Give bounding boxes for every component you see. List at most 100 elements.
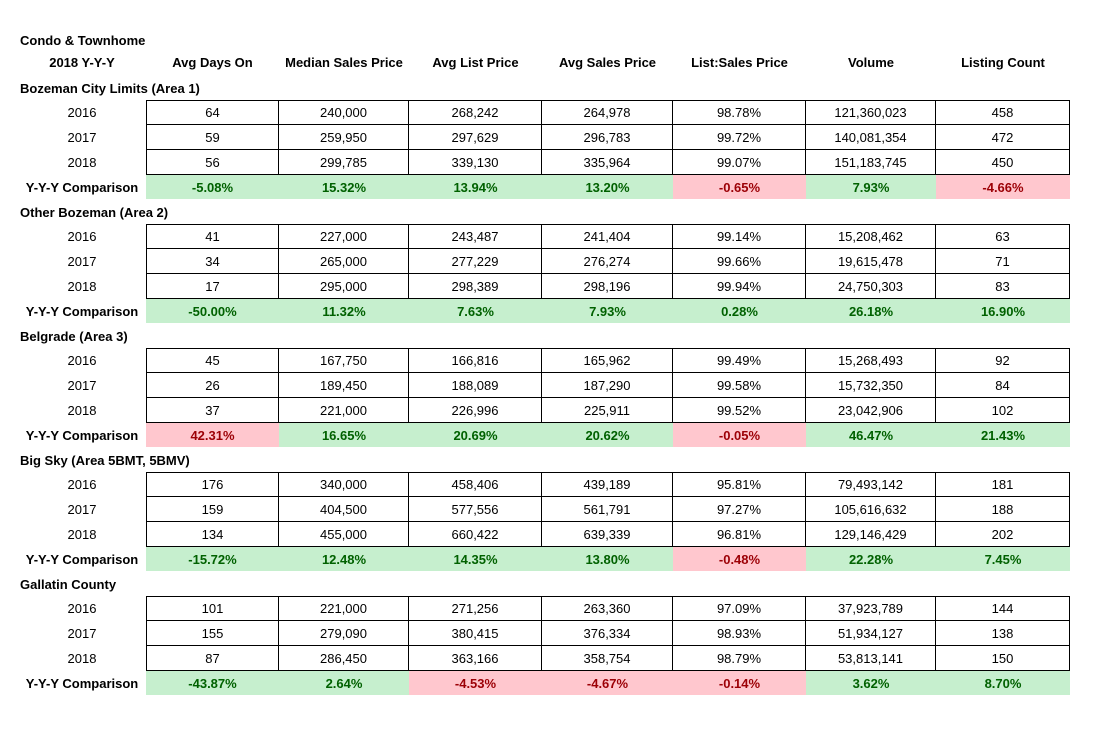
table-cell: 660,422	[409, 522, 542, 547]
table-cell: 87	[146, 646, 279, 671]
table-cell: 83	[936, 274, 1070, 299]
table-cell: 15,268,493	[806, 348, 936, 373]
comparison-cell: -43.87%	[146, 671, 279, 695]
table-row: 2017 159 404,500 577,556 561,791 97.27% 105,61…	[18, 497, 1070, 522]
comparison-cell: 20.69%	[409, 423, 542, 447]
table-cell: 63	[936, 224, 1070, 249]
year-cell: 2017	[67, 254, 97, 269]
comparison-row: Y-Y-Y Comparison 42.31% 16.65% 20.69% 20.62%…	[18, 423, 1070, 448]
table-cell: 97.09%	[673, 596, 806, 621]
table-cell: 105,616,632	[806, 497, 936, 522]
table-cell: 17	[146, 274, 279, 299]
table-row: 2016 176 340,000 458,406 439,189 95.81% 79,493…	[18, 472, 1070, 497]
table-cell: 99.07%	[673, 150, 806, 175]
table-cell: 15,208,462	[806, 224, 936, 249]
table-cell: 24,750,303	[806, 274, 936, 299]
table-cell: 277,229	[409, 249, 542, 274]
comparison-cell: 16.90%	[936, 299, 1070, 323]
table-cell: 96.81%	[673, 522, 806, 547]
comparison-cell: -0.65%	[673, 175, 806, 199]
table-cell: 181	[936, 472, 1070, 497]
table-cell: 458	[936, 100, 1070, 125]
comparison-cell: 13.80%	[542, 547, 673, 571]
table-cell: 265,000	[279, 249, 409, 274]
table-row: 2016 64 240,000 268,242 264,978 98.78% 121,360…	[18, 100, 1070, 125]
comparison-row: Y-Y-Y Comparison -5.08% 15.32% 13.94% 13.20%…	[18, 175, 1070, 200]
table-cell: 458,406	[409, 472, 542, 497]
table-subtitle: 2018 Y-Y-Y	[49, 55, 115, 70]
table-cell: 240,000	[279, 100, 409, 125]
table-cell: 259,950	[279, 125, 409, 150]
table-cell: 98.93%	[673, 621, 806, 646]
column-header: List:Sales Price	[691, 55, 788, 70]
table-cell: 226,996	[409, 398, 542, 423]
table-cell: 577,556	[409, 497, 542, 522]
table-cell: 99.49%	[673, 348, 806, 373]
table-cell: 51,934,127	[806, 621, 936, 646]
comparison-cell: 26.18%	[806, 299, 936, 323]
table-cell: 187,290	[542, 373, 673, 398]
table-cell: 299,785	[279, 150, 409, 175]
table-row: 2018 17 295,000 298,389 298,196 99.94% 24,750,…	[18, 274, 1070, 299]
table-title: Condo & Townhome	[20, 33, 146, 48]
table-cell: 296,783	[542, 125, 673, 150]
table-cell: 99.14%	[673, 224, 806, 249]
table-cell: 189,450	[279, 373, 409, 398]
table-cell: 286,450	[279, 646, 409, 671]
section-header-row: Other Bozeman (Area 2)	[18, 200, 1070, 225]
table-cell: 335,964	[542, 150, 673, 175]
comparison-row: Y-Y-Y Comparison -50.00% 11.32% 7.63% 7.93% 0…	[18, 299, 1070, 324]
column-header: Avg Sales Price	[558, 55, 657, 70]
column-header: Volume	[848, 55, 894, 70]
year-cell: 2018	[67, 651, 97, 666]
comparison-label: Y-Y-Y Comparison	[25, 304, 139, 319]
table-cell: 84	[936, 373, 1070, 398]
comparison-cell: 11.32%	[279, 299, 409, 323]
table-row: 2017 59 259,950 297,629 296,783 99.72% 140,081…	[18, 125, 1070, 150]
table-cell: 450	[936, 150, 1070, 175]
table-cell: 64	[146, 100, 279, 125]
comparison-row: Y-Y-Y Comparison -15.72% 12.48% 14.35% 13.80…	[18, 547, 1070, 572]
section-title: Other Bozeman (Area 2)	[20, 205, 169, 220]
comparison-label: Y-Y-Y Comparison	[25, 180, 139, 195]
section-title: Belgrade (Area 3)	[20, 329, 128, 344]
table-cell: 376,334	[542, 621, 673, 646]
table-cell: 298,196	[542, 274, 673, 299]
comparison-cell: 0.28%	[673, 299, 806, 323]
section-header-row: Big Sky (Area 5BMT, 5BMV)	[18, 448, 1070, 473]
table-cell: 99.66%	[673, 249, 806, 274]
year-cell: 2018	[67, 403, 97, 418]
comparison-cell: -15.72%	[146, 547, 279, 571]
table-row: 2018 56 299,785 339,130 335,964 99.07% 151,183…	[18, 150, 1070, 175]
comparison-cell: -4.53%	[409, 671, 542, 695]
comparison-cell: 12.48%	[279, 547, 409, 571]
table-cell: 98.79%	[673, 646, 806, 671]
table-cell: 166,816	[409, 348, 542, 373]
table-cell: 225,911	[542, 398, 673, 423]
table-cell: 276,274	[542, 249, 673, 274]
table-cell: 26	[146, 373, 279, 398]
table-cell: 151,183,745	[806, 150, 936, 175]
table-cell: 19,615,478	[806, 249, 936, 274]
table-cell: 279,090	[279, 621, 409, 646]
table-cell: 155	[146, 621, 279, 646]
year-cell: 2016	[67, 601, 97, 616]
table-cell: 79,493,142	[806, 472, 936, 497]
table-cell: 241,404	[542, 224, 673, 249]
comparison-cell: 42.31%	[146, 423, 279, 447]
table-cell: 121,360,023	[806, 100, 936, 125]
comparison-cell: 14.35%	[409, 547, 542, 571]
table-row: 2018 134 455,000 660,422 639,339 96.81% 129,14…	[18, 522, 1070, 547]
section-title: Bozeman City Limits (Area 1)	[20, 81, 200, 96]
section-header-row: Bozeman City Limits (Area 1)	[18, 76, 1070, 101]
comparison-cell: 22.28%	[806, 547, 936, 571]
table-row: 2016 101 221,000 271,256 263,360 97.09% 37,923…	[18, 596, 1070, 621]
comparison-cell: 21.43%	[936, 423, 1070, 447]
table-cell: 95.81%	[673, 472, 806, 497]
table-cell: 268,242	[409, 100, 542, 125]
table-cell: 202	[936, 522, 1070, 547]
table-cell: 41	[146, 224, 279, 249]
table-cell: 101	[146, 596, 279, 621]
table-cell: 639,339	[542, 522, 673, 547]
section-title: Gallatin County	[20, 577, 117, 592]
